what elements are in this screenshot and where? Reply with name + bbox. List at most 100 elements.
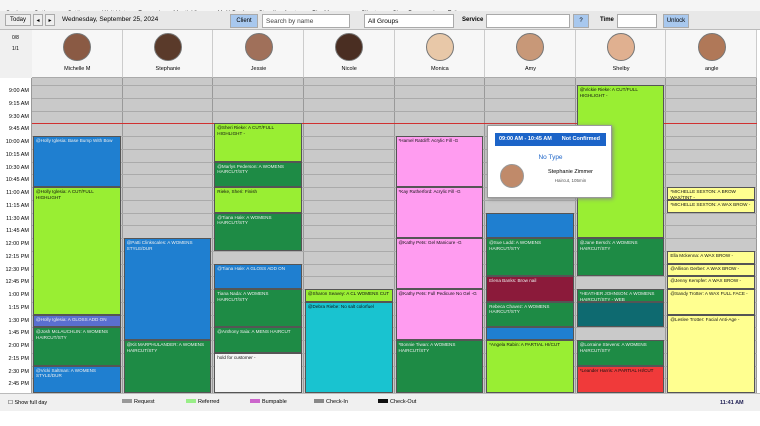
time-label: 10:15 AM <box>5 151 29 158</box>
row-line <box>32 314 757 316</box>
footer: ☐ Show full day 11:41 AM Request Referred… <box>0 393 760 411</box>
row-line <box>32 365 757 367</box>
staff-avatar <box>516 33 545 61</box>
popup-status: Not Confirmed <box>561 136 600 142</box>
appointment[interactable]: @Lorraine Stevens: A WOMENS HAIRCUT/STY <box>576 340 665 366</box>
appointment[interactable]: @Jenny Kempfer: A WAX BROW - <box>667 276 755 289</box>
appointment[interactable]: @Debra Riebe: No salt colorfuel <box>304 301 393 393</box>
time-label: 2:30 PM <box>8 368 29 375</box>
appointment[interactable]: @Patti Clinkscales: A WOMENS STYLE/DUR <box>123 238 212 340</box>
appointment[interactable]: @Sheri Rieke: A CUT/FULL HIGHLIGHT - <box>214 123 302 162</box>
legend-label: Request <box>134 399 155 405</box>
appointment[interactable]: *MICHELLE SEXTON: A BROW WAX/TINT - <box>667 187 755 200</box>
row-line <box>32 238 757 239</box>
date-label: Wednesday, September 25, 2024 <box>62 16 159 23</box>
appointment[interactable]: Rieke, Sheri: Finish <box>214 187 302 213</box>
appointment[interactable]: *Kay Rutherford: Acrylic Fill -G <box>395 187 484 238</box>
appointment[interactable]: *Hamel Ratcliff: Acrylic Fill -G <box>395 136 484 187</box>
time-label: 9:45 AM <box>8 126 29 133</box>
time-label: 9:15 AM <box>8 100 29 107</box>
popup-range: 09:00 AM - 10:45 AM <box>499 136 552 142</box>
time-label: 9:30 AM <box>8 113 29 120</box>
popup-service: Haircut, 105min <box>554 178 587 183</box>
search-input[interactable]: Search by name <box>262 14 350 28</box>
appointment[interactable] <box>486 212 574 238</box>
time-label: 11:15 AM <box>6 202 29 209</box>
client-button[interactable]: Client <box>230 14 258 28</box>
appointment[interactable]: *Leander Harris: A PARTIAL HI/CUT <box>576 365 665 393</box>
help-button[interactable]: ? <box>573 14 589 28</box>
appointment[interactable]: Rebeca Chavez: A WOMENS HAIRCUT/STY <box>486 301 574 328</box>
toolbar: Today ◂ ▸ Wednesday, September 25, 2024 … <box>0 11 760 30</box>
legend-swatch <box>378 399 388 403</box>
row-line <box>32 110 757 112</box>
appointment[interactable]: @Allison Gerber: A WAX BROW - <box>667 263 755 277</box>
time-label: 9:00 AM <box>8 88 29 94</box>
staff-avatar <box>244 33 273 61</box>
appointment-popup: 09:00 AM - 10:45 AM Not Confirmed No Typ… <box>487 125 612 198</box>
appointment[interactable]: @Kathy Pets: Gel Manicure -G <box>395 238 484 289</box>
appointment[interactable]: Tiana Nada: A WOMENS HAIRCUT/STY <box>214 289 302 328</box>
appointment[interactable]: @Jane Bersch: A WOMENS HAIRCUT/STY <box>576 238 665 277</box>
time-label: 2:00 PM <box>8 343 29 349</box>
service-select[interactable] <box>486 14 570 28</box>
appointment[interactable]: @Kathy Pets: Full Pedicure No Gel -G <box>395 289 484 340</box>
time-label: Time <box>600 17 614 23</box>
today-button[interactable]: Today <box>5 14 31 26</box>
row-line <box>32 225 757 227</box>
time-select[interactable] <box>617 14 657 28</box>
appointment[interactable]: @Marlys Pederson: A WOMENS HAIRCUT/STY <box>214 161 302 187</box>
time-label: 12:30 PM <box>5 266 29 273</box>
prev-button[interactable]: ◂ <box>33 14 43 26</box>
appointment[interactable]: *HEATHER JOHNSON: A WOMENS HAIRCUT/STY -… <box>576 289 665 302</box>
next-button[interactable]: ▸ <box>45 14 55 26</box>
service-label: Service <box>462 17 484 23</box>
appointment[interactable]: *Bonnie Tiwan: A WOMENS HAIRCUT/STY <box>395 340 484 393</box>
time-label: 12:15 PM <box>5 253 29 260</box>
appointment[interactable]: @Holly Iglesia: A GLOSS ADD ON <box>33 314 121 328</box>
appointment[interactable]: hold for customer - <box>214 352 302 393</box>
appointment[interactable] <box>576 301 665 328</box>
appointment[interactable]: *MICHELLE SEXTON: A WAX BROW - <box>667 199 755 213</box>
time-label: 2:45 PM <box>8 381 29 388</box>
appointment[interactable]: @Sue Ladd: A WOMENS HAIRCUT/STY <box>486 238 574 277</box>
appointment[interactable]: @Leslee Trotter: Facial Anti-Age - <box>667 314 755 393</box>
popup-header: 09:00 AM - 10:45 AM Not Confirmed <box>495 133 606 146</box>
row-line <box>32 289 757 290</box>
appointment[interactable]: @Holly Iglesia: A CUT/FULL HIGHLIGHT <box>33 187 121 315</box>
time-label: 1:45 PM <box>8 330 29 337</box>
appointment[interactable]: @Vicki Saltman: A WOMENS STYLE/DUR <box>33 365 121 393</box>
appointment[interactable]: *Angela Rabin: A PARTIAL HI/CUT <box>486 340 574 393</box>
row-line <box>32 263 757 265</box>
staff-name: Stephanie <box>155 66 181 72</box>
time-label: 11:00 AM <box>6 190 29 196</box>
row-line <box>32 199 757 201</box>
staff-avatar <box>63 33 92 61</box>
popup-type: No Type <box>538 154 563 161</box>
time-label: 10:45 AM <box>5 177 29 184</box>
appointment[interactable]: @Tiana Hale: A GLOSS ADD ON <box>214 263 302 289</box>
appointment[interactable]: @Sandy Trotter: A WAX FULL FACE - <box>667 289 755 315</box>
appointment[interactable]: @Kit MARPHULANDER: A WOMENS HAIRCUT/STY <box>123 340 212 393</box>
clock: 11:41 AM <box>720 400 744 406</box>
row-line <box>32 174 757 176</box>
staff-avatar <box>335 33 364 61</box>
legend-swatch <box>314 399 324 403</box>
appointment[interactable]: @Tiana Hale: A WOMENS HAIRCUT/STY <box>214 212 302 251</box>
staff-name: angle <box>704 66 719 72</box>
appointment[interactable] <box>486 327 574 340</box>
unlock-button[interactable]: Unlock <box>663 14 689 28</box>
groups-select[interactable]: All Groups <box>364 14 454 28</box>
appointment[interactable]: @Sharon Seavey: A CL WOMENS CUT <box>304 289 393 302</box>
appointment[interactable]: @Josh McLAUCHLIN: A WOMENS HAIRCUT/STY <box>33 327 121 366</box>
appointment[interactable]: @Anthony Saia: A MENS HAIRCUT <box>214 327 302 353</box>
time-label: 2:15 PM <box>8 355 29 362</box>
appointment[interactable]: Ella Mckenna: A WAX BROW - <box>667 250 755 264</box>
legend-label: Check-In <box>326 399 349 405</box>
appointment[interactable]: Elena Banks: Brow nail <box>486 276 574 302</box>
appointment[interactable]: @Holly Iglesia: Base Bump With Bow <box>33 136 121 187</box>
show-full-day[interactable]: ☐ Show full day <box>8 400 48 406</box>
time-label: 11:30 AM <box>6 215 29 222</box>
row-line <box>32 378 757 380</box>
